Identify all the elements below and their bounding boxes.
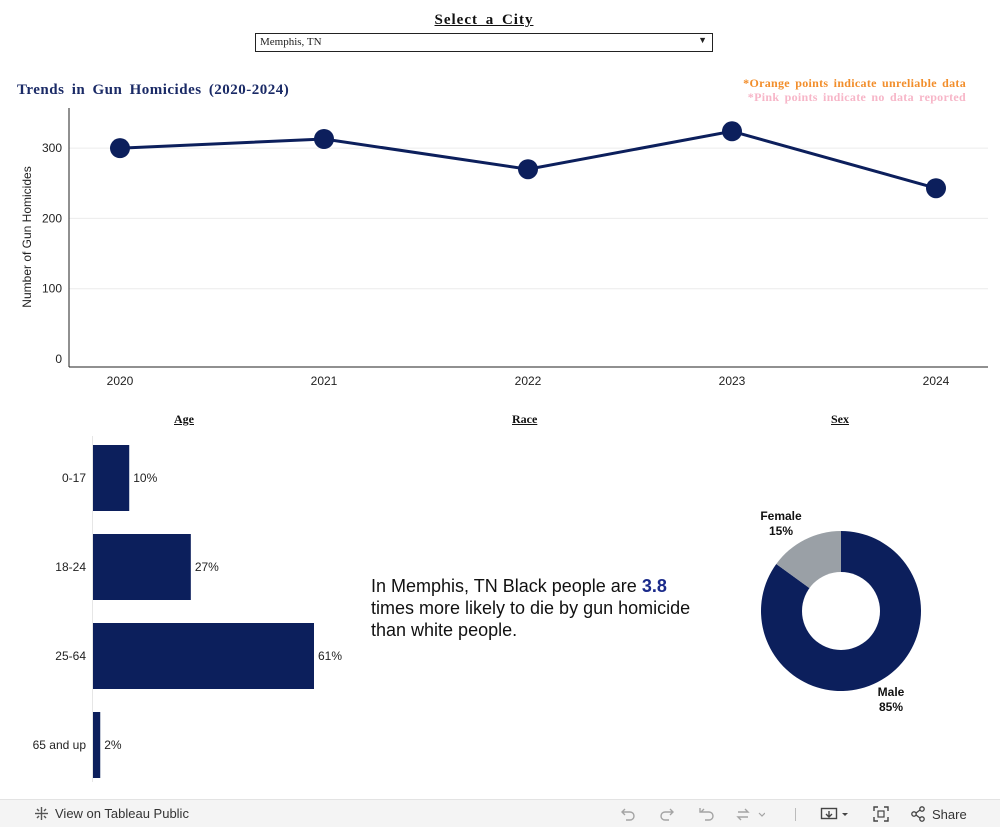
city-dropdown[interactable]: Memphis, TN ▼: [255, 33, 713, 52]
trend-point-2022[interactable]: [518, 159, 538, 180]
race-disparity-text: In Memphis, TN Black people are 3.8 time…: [371, 575, 701, 641]
age-category-label: 0-17: [62, 471, 86, 485]
age-value-label: 61%: [318, 649, 342, 663]
sex-section-title: Sex: [831, 412, 849, 426]
trend-chart-title: Trends in Gun Homicides (2020-2024): [17, 82, 290, 98]
refresh-button[interactable]: [735, 806, 765, 822]
trend-line-chart: Number of Gun Homicides 0 100 200 300 2020 2…: [20, 108, 988, 388]
city-dropdown-value: Memphis, TN: [260, 36, 322, 48]
redo-icon: [660, 808, 674, 821]
race-text-suffix: times more likely to die by gun homicide…: [371, 598, 691, 640]
sex-donut-chart: Female 15% Male 85%: [760, 509, 921, 714]
y-tick-label: 0: [55, 352, 62, 366]
male-label: Male: [878, 685, 905, 699]
share-label: Share: [932, 806, 967, 822]
trend-point-2024[interactable]: [926, 178, 946, 199]
trend-point-2020[interactable]: [110, 138, 130, 159]
trend-point-2023[interactable]: [722, 121, 742, 142]
age-bar-chart: 0-17 10% 18-24 27% 25-64 61% 65 and up 2%: [33, 436, 342, 782]
share-icon: [911, 806, 925, 822]
undo-icon: [621, 808, 635, 821]
download-button[interactable]: [820, 806, 852, 822]
fullscreen-icon: [873, 806, 889, 822]
age-bar-65-and-up[interactable]: [93, 712, 101, 778]
y-tick-label: 100: [42, 282, 62, 296]
redo-button[interactable]: [659, 806, 675, 822]
x-tick-label: 2023: [719, 374, 746, 388]
age-value-label: 10%: [133, 471, 157, 485]
race-text-prefix: In Memphis, TN Black people are: [371, 576, 637, 596]
x-tick-label: 2024: [923, 374, 950, 388]
age-category-label: 25-64: [55, 649, 86, 663]
age-bar-25-64[interactable]: [93, 623, 314, 689]
donut-hole: [802, 572, 880, 650]
race-section-title: Race: [512, 412, 538, 426]
y-tick-label: 200: [42, 211, 62, 225]
view-on-tableau-link[interactable]: View on Tableau Public: [34, 806, 189, 821]
no-data-note: *Pink points indicate no data reported: [747, 90, 966, 104]
age-value-label: 2%: [104, 738, 122, 752]
x-tick-label: 2020: [107, 374, 134, 388]
x-tick-label: 2022: [515, 374, 542, 388]
tableau-toolbar: View on Tableau Public: [0, 799, 1000, 827]
refresh-icon: [736, 808, 765, 821]
age-bar-18-24[interactable]: [93, 534, 191, 600]
view-on-tableau-label: View on Tableau Public: [55, 806, 189, 821]
female-label: Female: [760, 509, 802, 523]
age-section-title: Age: [174, 412, 194, 426]
unreliable-data-note: *Orange points indicate unreliable data: [743, 76, 966, 90]
trend-point-2021[interactable]: [314, 129, 334, 150]
toolbar-divider: [795, 808, 796, 821]
chevron-down-icon[interactable]: ▼: [698, 35, 707, 45]
race-ratio-value: 3.8: [641, 576, 667, 596]
age-bar-0-17[interactable]: [93, 445, 130, 511]
tableau-logo-icon: [35, 807, 48, 820]
selector-title: Select a City: [434, 12, 534, 28]
y-tick-label: 300: [42, 141, 62, 155]
fullscreen-button[interactable]: [873, 806, 889, 822]
undo-button[interactable]: [620, 806, 636, 822]
y-axis-label: Number of Gun Homicides: [20, 166, 34, 307]
revert-icon: [699, 808, 714, 821]
share-button[interactable]: Share: [910, 806, 967, 822]
female-percent: 15%: [769, 524, 793, 538]
x-tick-label: 2021: [311, 374, 338, 388]
male-percent: 85%: [879, 700, 903, 714]
age-value-label: 27%: [195, 560, 219, 574]
revert-button[interactable]: [698, 806, 716, 822]
age-category-label: 65 and up: [33, 738, 87, 752]
age-category-label: 18-24: [55, 560, 86, 574]
download-icon: [820, 807, 848, 820]
